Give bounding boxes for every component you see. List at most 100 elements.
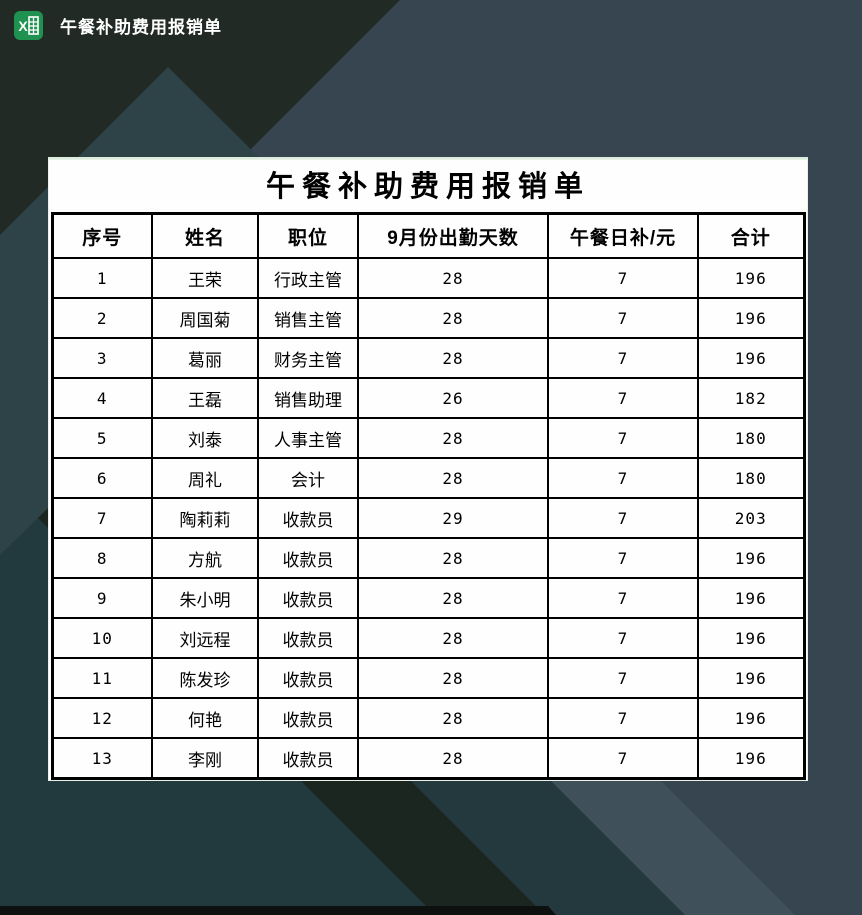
table-cell[interactable]: 陈发珍 — [151, 657, 259, 699]
table-cell[interactable]: 26 — [357, 377, 549, 419]
table-cell[interactable]: 刘远程 — [151, 617, 259, 659]
table-cell[interactable]: 王荣 — [151, 257, 259, 299]
table-row: 4 王磊 销售助理 26 7 182 — [51, 377, 805, 419]
table-cell[interactable]: 196 — [697, 537, 805, 579]
table-cell[interactable]: 葛丽 — [151, 337, 259, 379]
table-cell[interactable]: 周礼 — [151, 457, 259, 499]
table-cell[interactable]: 行政主管 — [257, 257, 359, 299]
table-cell[interactable]: 7 — [547, 577, 699, 619]
sheet-title: 午餐补助费用报销单 — [265, 171, 590, 203]
table-cell[interactable]: 会计 — [257, 457, 359, 499]
table-cell[interactable]: 7 — [547, 377, 699, 419]
table-cell[interactable]: 收款员 — [257, 657, 359, 699]
table-cell[interactable]: 王磊 — [151, 377, 259, 419]
table-cell[interactable]: 196 — [697, 737, 805, 780]
table-cell[interactable]: 203 — [697, 497, 805, 539]
table-row: 12 何艳 收款员 28 7 196 — [51, 697, 805, 739]
table-cell[interactable]: 180 — [697, 457, 805, 499]
table-row: 9 朱小明 收款员 28 7 196 — [51, 577, 805, 619]
table-cell[interactable]: 7 — [547, 697, 699, 739]
table-cell[interactable]: 28 — [357, 417, 549, 459]
table-cell[interactable]: 196 — [697, 697, 805, 739]
table-row: 1 王荣 行政主管 28 7 196 — [51, 257, 805, 299]
table-row: 13 李刚 收款员 28 7 196 — [51, 737, 805, 780]
table-cell[interactable]: 196 — [697, 617, 805, 659]
table-body: 1 王荣 行政主管 28 7 196 2 周国菊 销售主管 28 7 196 3 葛丽 财务主管 28 7 196… — [51, 257, 805, 780]
table-cell[interactable]: 7 — [547, 537, 699, 579]
table-cell[interactable]: 收款员 — [257, 737, 359, 780]
table-cell[interactable]: 方航 — [151, 537, 259, 579]
table-cell[interactable]: 8 — [51, 537, 153, 579]
table-cell[interactable]: 10 — [51, 617, 153, 659]
table-cell[interactable]: 196 — [697, 577, 805, 619]
window-title: 午餐补助费用报销单 — [60, 17, 222, 37]
column-header[interactable]: 合计 — [697, 212, 805, 259]
table-cell[interactable]: 朱小明 — [151, 577, 259, 619]
table-row: 11 陈发珍 收款员 28 7 196 — [51, 657, 805, 699]
table-cell[interactable]: 李刚 — [151, 737, 259, 780]
table-cell[interactable]: 28 — [357, 337, 549, 379]
table-cell[interactable]: 销售助理 — [257, 377, 359, 419]
table-cell[interactable]: 3 — [51, 337, 153, 379]
table-cell[interactable]: 7 — [547, 657, 699, 699]
table-cell[interactable]: 7 — [547, 497, 699, 539]
table-cell[interactable]: 7 — [547, 457, 699, 499]
table-cell[interactable]: 28 — [357, 537, 549, 579]
table-cell[interactable]: 9 — [51, 577, 153, 619]
table-row: 10 刘远程 收款员 28 7 196 — [51, 617, 805, 659]
table-cell[interactable]: 刘泰 — [151, 417, 259, 459]
table-cell[interactable]: 196 — [697, 337, 805, 379]
table-cell[interactable]: 5 — [51, 417, 153, 459]
table-cell[interactable]: 7 — [547, 617, 699, 659]
table-cell[interactable]: 7 — [547, 337, 699, 379]
table-cell[interactable]: 196 — [697, 257, 805, 299]
table-cell[interactable]: 何艳 — [151, 697, 259, 739]
table-cell[interactable]: 4 — [51, 377, 153, 419]
table-cell[interactable]: 收款员 — [257, 497, 359, 539]
column-header[interactable]: 序号 — [51, 212, 153, 259]
table-cell[interactable]: 180 — [697, 417, 805, 459]
table-cell[interactable]: 7 — [547, 417, 699, 459]
table-cell[interactable]: 28 — [357, 577, 549, 619]
column-header[interactable]: 职位 — [257, 212, 359, 259]
table-row: 5 刘泰 人事主管 28 7 180 — [51, 417, 805, 459]
table-cell[interactable]: 销售主管 — [257, 297, 359, 339]
table-cell[interactable]: 28 — [357, 297, 549, 339]
table-cell[interactable]: 196 — [697, 297, 805, 339]
table-cell[interactable]: 28 — [357, 257, 549, 299]
table-cell[interactable]: 28 — [357, 697, 549, 739]
table-cell[interactable]: 28 — [357, 657, 549, 699]
table-cell[interactable]: 28 — [357, 737, 549, 780]
table-cell[interactable]: 收款员 — [257, 617, 359, 659]
table-cell[interactable]: 12 — [51, 697, 153, 739]
table-cell[interactable]: 收款员 — [257, 577, 359, 619]
table-cell[interactable]: 29 — [357, 497, 549, 539]
table-cell[interactable]: 11 — [51, 657, 153, 699]
table-cell[interactable]: 周国菊 — [151, 297, 259, 339]
table-row: 2 周国菊 销售主管 28 7 196 — [51, 297, 805, 339]
table-cell[interactable]: 182 — [697, 377, 805, 419]
table-cell[interactable]: 2 — [51, 297, 153, 339]
table-cell[interactable]: 陶莉莉 — [151, 497, 259, 539]
table-cell[interactable]: 财务主管 — [257, 337, 359, 379]
table-cell[interactable]: 人事主管 — [257, 417, 359, 459]
table-cell[interactable]: 13 — [51, 737, 153, 780]
column-header[interactable]: 姓名 — [151, 212, 259, 259]
table-cell[interactable]: 6 — [51, 457, 153, 499]
table-cell[interactable]: 7 — [547, 737, 699, 780]
table-cell[interactable]: 7 — [51, 497, 153, 539]
table-cell[interactable]: 收款员 — [257, 537, 359, 579]
table-cell[interactable]: 7 — [547, 297, 699, 339]
table-cell[interactable]: 28 — [357, 457, 549, 499]
table-cell[interactable]: 收款员 — [257, 697, 359, 739]
svg-text:X: X — [18, 18, 28, 34]
table-cell[interactable]: 7 — [547, 257, 699, 299]
table-cell[interactable]: 196 — [697, 657, 805, 699]
column-header[interactable]: 午餐日补/元 — [547, 212, 699, 259]
window-titlebar: X 午餐补助费用报销单 — [14, 10, 222, 40]
table-cell[interactable]: 28 — [357, 617, 549, 659]
table-cell[interactable]: 1 — [51, 257, 153, 299]
column-header[interactable]: 9月份出勤天数 — [357, 212, 549, 259]
excel-icon: X — [14, 10, 43, 40]
